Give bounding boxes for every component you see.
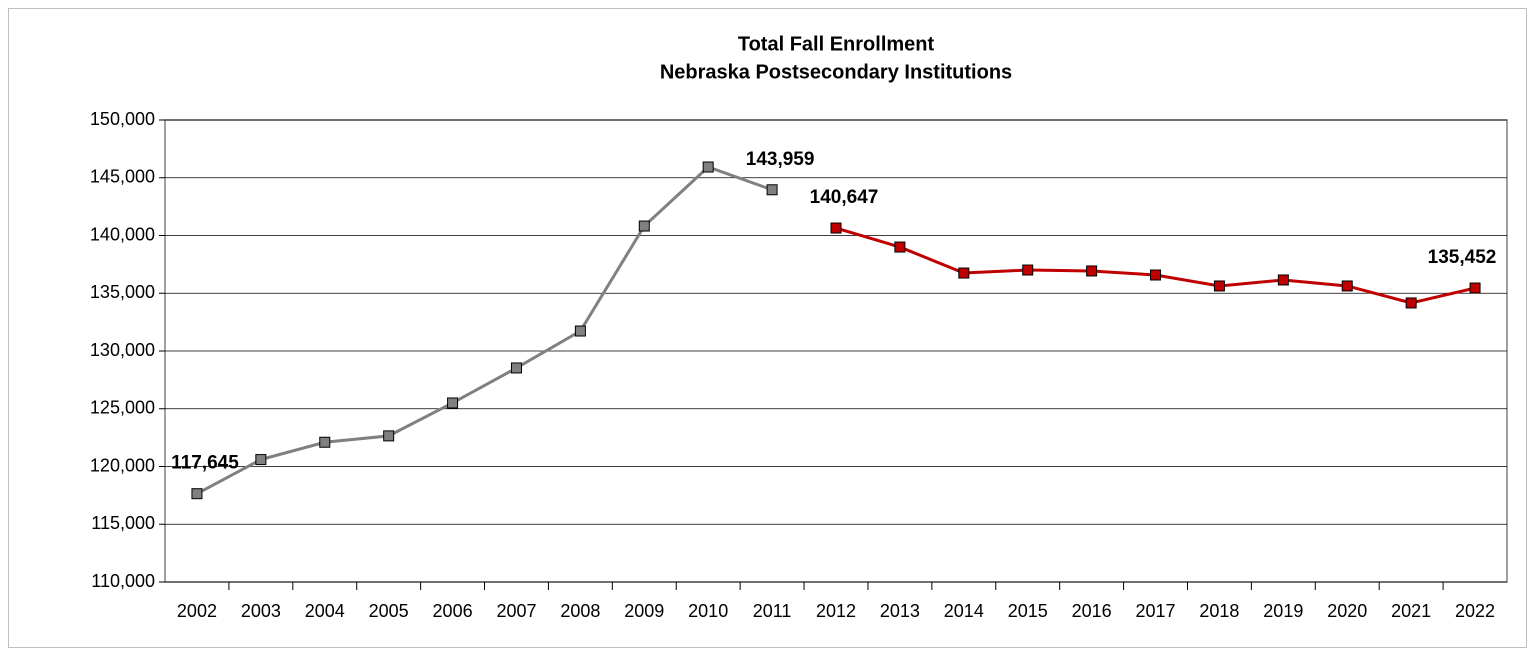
x-tick-label: 2002 [177, 601, 217, 621]
marker [958, 267, 970, 279]
x-tick-label: 2003 [241, 601, 281, 621]
y-tick-label: 110,000 [91, 571, 155, 591]
data-label: 140,647 [810, 187, 879, 208]
x-tick-label: 2012 [816, 601, 856, 621]
data-label: 143,959 [746, 149, 815, 170]
marker [1469, 282, 1481, 294]
x-tick-label: 2011 [753, 601, 792, 621]
x-tick-label: 2005 [369, 601, 409, 621]
data-label: 135,452 [1428, 247, 1497, 268]
marker [1341, 280, 1353, 292]
x-tick-label: 2007 [496, 601, 536, 621]
y-tick-label: 145,000 [90, 167, 155, 187]
x-tick-label: 2018 [1199, 601, 1239, 621]
x-tick-label: 2008 [560, 601, 600, 621]
marker [1213, 280, 1225, 292]
x-tick-label: 2022 [1455, 601, 1495, 621]
marker [766, 184, 778, 196]
y-tick-label: 120,000 [90, 455, 155, 475]
chart-title: Total Fall Enrollment [738, 33, 935, 55]
y-tick-label: 140,000 [90, 224, 155, 244]
marker [894, 241, 906, 253]
x-tick-label: 2021 [1391, 601, 1431, 621]
x-tick-label: 2016 [1072, 601, 1112, 621]
marker [1086, 265, 1098, 277]
marker [255, 454, 267, 466]
marker [447, 397, 459, 409]
marker [702, 161, 714, 173]
x-tick-label: 2020 [1327, 601, 1367, 621]
x-tick-label: 2010 [688, 601, 728, 621]
marker [383, 430, 395, 442]
marker [830, 222, 842, 234]
y-tick-label: 125,000 [90, 398, 155, 418]
x-tick-label: 2013 [880, 601, 920, 621]
x-tick-label: 2019 [1263, 601, 1303, 621]
marker [510, 362, 522, 374]
chart-subtitle: Nebraska Postsecondary Institutions [660, 61, 1012, 83]
marker [1150, 269, 1162, 281]
series-line [196, 165, 773, 496]
y-tick-label: 115,000 [91, 513, 155, 533]
marker [638, 220, 650, 232]
x-tick-label: 2004 [305, 601, 345, 621]
marker [574, 325, 586, 337]
y-tick-label: 130,000 [90, 340, 155, 360]
x-tick-label: 2006 [433, 601, 473, 621]
y-tick-label: 135,000 [90, 282, 155, 302]
marker [1277, 274, 1289, 286]
marker [191, 488, 203, 500]
x-tick-label: 2014 [944, 601, 984, 621]
marker [1405, 297, 1417, 309]
marker [1022, 264, 1034, 276]
y-tick-label: 150,000 [90, 109, 155, 129]
marker [319, 436, 331, 448]
x-tick-label: 2009 [624, 601, 664, 621]
x-tick-label: 2015 [1008, 601, 1048, 621]
data-label: 117,645 [171, 453, 239, 474]
x-tick-label: 2017 [1136, 601, 1176, 621]
